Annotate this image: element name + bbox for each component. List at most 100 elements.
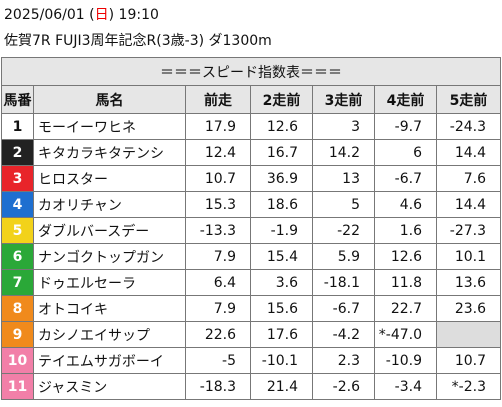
- speed-index: 14.2: [312, 139, 375, 166]
- speed-index: -18.1: [312, 269, 375, 296]
- speed-index: 7.9: [185, 295, 251, 322]
- speed-index: -4.2: [312, 321, 375, 348]
- horse-number: 8: [1, 295, 34, 322]
- column-header: 2走前: [250, 85, 313, 114]
- horse-row: 9 カシノエイサップ 22.6 17.6 -4.2 *-47.0: [1, 321, 501, 348]
- speed-index: 4.6: [374, 191, 437, 218]
- column-header: 馬番: [1, 85, 34, 114]
- speed-index: -9.7: [374, 113, 437, 140]
- horse-row: 6 ナンゴクトップガン 7.9 15.4 5.9 12.6 10.1: [1, 243, 501, 270]
- horse-name: カオリチャン: [33, 191, 186, 218]
- speed-index: 13: [312, 165, 375, 192]
- speed-index: 12.6: [374, 243, 437, 270]
- horse-name: ヒロスター: [33, 165, 186, 192]
- header-row: 馬番 馬名 前走 2走前 3走前 4走前 5走前: [1, 85, 501, 114]
- horse-number: 2: [1, 139, 34, 166]
- horse-row: 8 オトコイキ 7.9 15.6 -6.7 22.7 23.6: [1, 295, 501, 322]
- speed-index: 5.9: [312, 243, 375, 270]
- speed-index: -6.7: [312, 295, 375, 322]
- speed-index: -24.3: [436, 113, 501, 140]
- horse-number: 4: [1, 191, 34, 218]
- horse-number: 7: [1, 269, 34, 296]
- speed-index: 3: [312, 113, 375, 140]
- horse-row: 7 ドゥエルセーラ 6.4 3.6 -18.1 11.8 13.6: [1, 269, 501, 296]
- speed-index: 10.7: [185, 165, 251, 192]
- horse-row: 1 モーイーワヒネ 17.9 12.6 3 -9.7 -24.3: [1, 113, 501, 140]
- speed-index: 22.7: [374, 295, 437, 322]
- speed-index: 6: [374, 139, 437, 166]
- speed-index: 12.4: [185, 139, 251, 166]
- speed-index: 1.6: [374, 217, 437, 244]
- column-header: 馬名: [33, 85, 186, 114]
- horse-number: 1: [1, 113, 34, 140]
- column-header: 前走: [185, 85, 251, 114]
- speed-index: 11.8: [374, 269, 437, 296]
- speed-index: 15.3: [185, 191, 251, 218]
- speed-index: -22: [312, 217, 375, 244]
- speed-index: 12.6: [250, 113, 313, 140]
- horse-number: 11: [1, 373, 34, 400]
- speed-index: -1.9: [250, 217, 313, 244]
- date: 2025/06/01: [4, 7, 85, 23]
- speed-index: 5: [312, 191, 375, 218]
- paren: ): [108, 7, 115, 23]
- speed-index: -3.4: [374, 373, 437, 400]
- speed-index: 36.9: [250, 165, 313, 192]
- speed-index: -18.3: [185, 373, 251, 400]
- horse-number: 9: [1, 321, 34, 348]
- column-header: 4走前: [374, 85, 437, 114]
- horse-name: オトコイキ: [33, 295, 186, 322]
- horse-name: テイエムサガボーイ: [33, 347, 186, 374]
- speed-index: 13.6: [436, 269, 501, 296]
- speed-index: 3.6: [250, 269, 313, 296]
- speed-index: 14.4: [436, 139, 501, 166]
- horse-row: 10 テイエムサガボーイ -5 -10.1 2.3 -10.9 10.7: [1, 347, 501, 374]
- date-line: 2025/06/01 (日) 19:10: [4, 4, 159, 24]
- speed-index: 15.4: [250, 243, 313, 270]
- horse-name: ジャスミン: [33, 373, 186, 400]
- race-info: 佐賀7R FUJI3周年記念R(3歳-3) ダ1300m: [4, 33, 272, 49]
- horse-number: 3: [1, 165, 34, 192]
- horse-row: 5 ダブルバースデー -13.3 -1.9 -22 1.6 -27.3: [1, 217, 501, 244]
- speed-index: 22.6: [185, 321, 251, 348]
- horse-number: 6: [1, 243, 34, 270]
- speed-index: -10.9: [374, 347, 437, 374]
- speed-index: 16.7: [250, 139, 313, 166]
- speed-index: 2.3: [312, 347, 375, 374]
- speed-index: 23.6: [436, 295, 501, 322]
- column-header: 3走前: [312, 85, 375, 114]
- horse-name: ナンゴクトップガン: [33, 243, 186, 270]
- speed-index: *-47.0: [374, 321, 437, 348]
- caption: ＝＝＝スピード指数表＝＝＝: [1, 57, 501, 86]
- paren: (: [89, 7, 95, 23]
- horse-name: キタカラキタテンシ: [33, 139, 186, 166]
- horse-number: 10: [1, 347, 34, 374]
- speed-index: -5: [185, 347, 251, 374]
- horse-name: カシノエイサップ: [33, 321, 186, 348]
- speed-index: 14.4: [436, 191, 501, 218]
- time: 19:10: [118, 7, 159, 23]
- horse-row: 4 カオリチャン 15.3 18.6 5 4.6 14.4: [1, 191, 501, 218]
- weekday: 日: [94, 7, 109, 23]
- horse-row: 11 ジャスミン -18.3 21.4 -2.6 -3.4 *-2.3: [1, 373, 501, 400]
- horse-row: 2 キタカラキタテンシ 12.4 16.7 14.2 6 14.4: [1, 139, 501, 166]
- horse-name: ドゥエルセーラ: [33, 269, 186, 296]
- empty-cell: [436, 321, 501, 348]
- speed-table: ＝＝＝スピード指数表＝＝＝ 馬番 馬名 前走 2走前 3走前 4走前 5走前 1 モーイーワヒネ 1…: [1, 57, 501, 400]
- speed-index: -10.1: [250, 347, 313, 374]
- speed-index: *-2.3: [436, 373, 501, 400]
- speed-index: -6.7: [374, 165, 437, 192]
- speed-index: 17.6: [250, 321, 313, 348]
- speed-index: -2.6: [312, 373, 375, 400]
- horse-row: 3 ヒロスター 10.7 36.9 13 -6.7 7.6: [1, 165, 501, 192]
- horse-number: 5: [1, 217, 34, 244]
- speed-index: 10.7: [436, 347, 501, 374]
- speed-index: 7.6: [436, 165, 501, 192]
- speed-index: 7.9: [185, 243, 251, 270]
- caption-row: ＝＝＝スピード指数表＝＝＝: [1, 57, 501, 86]
- speed-index: 21.4: [250, 373, 313, 400]
- speed-index: 6.4: [185, 269, 251, 296]
- speed-index: -27.3: [436, 217, 501, 244]
- speed-index: 17.9: [185, 113, 251, 140]
